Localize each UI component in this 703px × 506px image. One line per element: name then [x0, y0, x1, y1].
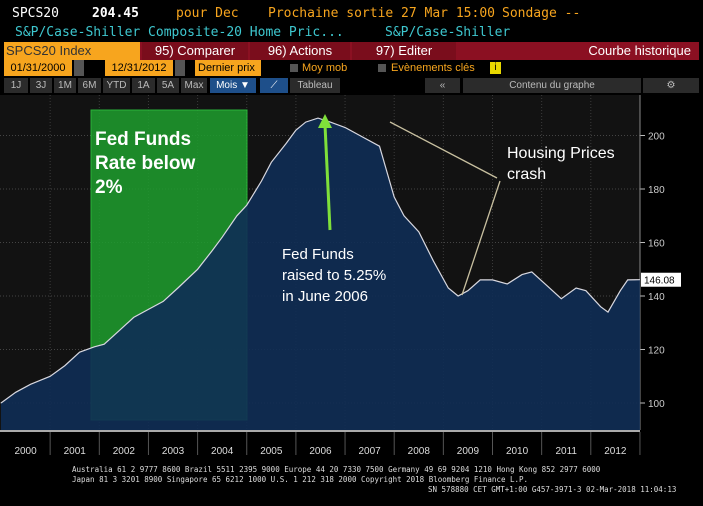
security-field[interactable]: SPCS20 Index [4, 42, 140, 60]
mode-label: Courbe historique [588, 43, 691, 58]
y-tick-label: 160 [648, 239, 665, 250]
last-value-badge [641, 272, 681, 287]
y-tick-label: 200 [648, 132, 665, 143]
footer-session: SN 578880 CET GMT+1:00 G457-3971-3 02-Ma… [428, 485, 677, 494]
y-tick-label: 120 [648, 346, 665, 357]
x-tick-label: 2003 [162, 446, 185, 457]
source: S&P/Case-Shiller [385, 25, 511, 40]
annotation-line: raised to 5.25% [282, 267, 386, 284]
x-tick-label: 2009 [457, 446, 480, 457]
crash-pointer-line [461, 180, 501, 296]
checkbox[interactable] [378, 64, 386, 72]
ticker: SPCS20 [12, 6, 59, 21]
period-1m[interactable]: 1M [54, 78, 76, 93]
arrow-head-icon [318, 114, 332, 128]
crash-annotation: Housing Prices crash [507, 145, 615, 183]
period-ytd[interactable]: YTD [103, 78, 130, 93]
fed-raise-annotation: Fed Funds raised to 5.25% in June 2006 [282, 246, 386, 305]
chart-content-button[interactable]: Contenu du graphe [463, 78, 641, 93]
end-date-input[interactable]: 12/31/2012 [105, 60, 173, 76]
start-date-input[interactable]: 01/31/2000 [4, 60, 72, 76]
checkbox[interactable] [290, 64, 298, 72]
x-tick-label: 2006 [309, 446, 332, 457]
frequency-button[interactable]: Mois ▼ [210, 78, 256, 93]
fed-low-annotation: Fed Funds Rate below 2% [95, 129, 196, 198]
info-icon[interactable]: i [490, 62, 501, 74]
table-button[interactable]: Tableau [290, 78, 340, 93]
x-tick-label: 2005 [260, 446, 283, 457]
price: 204.45 [92, 6, 139, 21]
x-tick-label: 2008 [408, 446, 431, 457]
price-line [0, 117, 640, 404]
period: pour Dec [176, 6, 239, 21]
annotation-line: in June 2006 [282, 288, 368, 305]
collapse-button[interactable]: « [425, 78, 460, 93]
price-chart: 100 120 140 160 180 200 2000 2001 2002 2003 2004 20… [0, 95, 703, 457]
actions-button[interactable]: 96) Actions [250, 42, 350, 60]
key-events-label: Evènements clés [391, 62, 475, 74]
moving-avg-label: Moy mob [302, 62, 348, 74]
x-tick-label: 2011 [555, 446, 577, 457]
period-5a[interactable]: 5A [157, 78, 179, 93]
toolbar: SPCS20 Index 95) Comparer 96) Actions 97… [4, 42, 699, 60]
x-tick-label: 2007 [359, 446, 382, 457]
period-3j[interactable]: 3J [30, 78, 52, 93]
last-value-label: 146.08 [644, 276, 675, 287]
annotation-line: crash [507, 166, 546, 183]
annotation-line: Rate below [95, 153, 196, 174]
fed-raise-arrow [323, 124, 332, 231]
footer-contacts: Australia 61 2 9777 8600 Brazil 5511 239… [72, 465, 601, 474]
x-tick-label: 2004 [211, 446, 234, 457]
y-tick-label: 100 [648, 399, 665, 410]
compare-button[interactable]: 95) Comparer [142, 42, 248, 60]
x-tick-label: 2010 [506, 446, 529, 457]
annotation-line: Fed Funds [282, 246, 354, 263]
period-1j[interactable]: 1J [4, 78, 28, 93]
gear-icon[interactable]: ⚙ [643, 78, 699, 93]
y-axis-area [640, 95, 703, 435]
period-6m[interactable]: 6M [78, 78, 101, 93]
annotation-line: Fed Funds [95, 129, 191, 150]
calendar-icon[interactable] [74, 60, 84, 76]
crash-pointer-line [389, 121, 498, 179]
edit-button[interactable]: 97) Editer [352, 42, 456, 60]
footer-copyright: Japan 81 3 3201 8900 Singapore 65 6212 1… [72, 475, 529, 484]
price-area [1, 118, 640, 430]
field-select[interactable]: Dernier prix [195, 60, 261, 76]
period-max[interactable]: Max [181, 78, 207, 93]
x-tick-label: 2012 [604, 446, 627, 457]
y-tick-label: 180 [648, 185, 665, 196]
period-1a[interactable]: 1A [132, 78, 155, 93]
x-tick-label: 2002 [113, 446, 136, 457]
next-release: Prochaine sortie 27 Mar 15:00 [268, 6, 495, 21]
calendar-icon[interactable] [175, 60, 185, 76]
x-tick-label: 2000 [14, 446, 37, 457]
y-tick-label: 140 [648, 292, 665, 303]
security-name: S&P/Case-Shiller Composite-20 Home Pric.… [15, 25, 344, 40]
x-tick-label: 2001 [64, 446, 87, 457]
line-chart-button[interactable]: ⟋ [260, 78, 288, 93]
survey: Sondage -- [502, 6, 581, 21]
annotation-line: 2% [95, 177, 123, 198]
x-axis [0, 430, 640, 432]
annotation-line: Housing Prices [507, 145, 615, 162]
